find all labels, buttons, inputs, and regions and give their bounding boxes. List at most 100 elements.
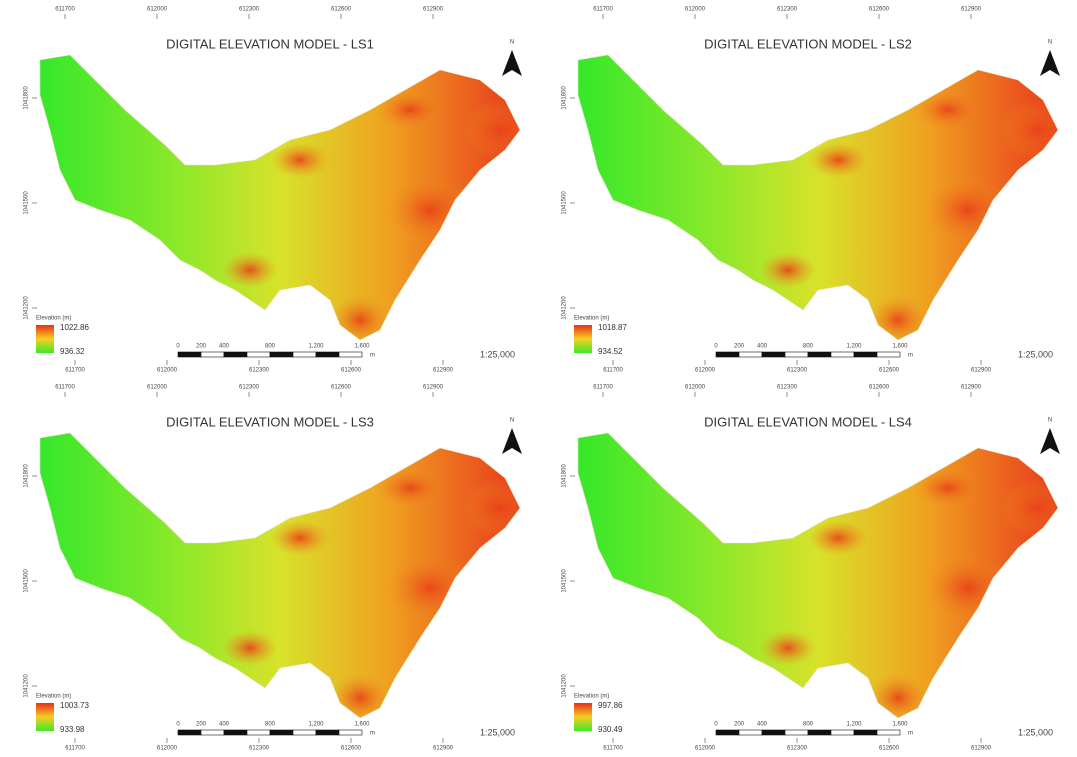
high-ground [375, 90, 445, 130]
scale-bar-label: 1,600 [354, 344, 370, 350]
scale-bar-label: 0 [714, 344, 718, 350]
high-ground [808, 142, 868, 178]
map-panel: 6117006117006120006120006123006123006126… [562, 7, 1077, 374]
scale-bar-segment [247, 352, 270, 357]
legend-min: 934.52 [598, 347, 623, 356]
scale-bar-label: 400 [757, 344, 768, 350]
scale-bar-label: 800 [803, 344, 814, 350]
map-panel: 6117006117006120006120006123006123006126… [24, 385, 540, 752]
coordinate-label: 612900 [423, 385, 444, 391]
high-ground [385, 553, 475, 623]
coordinate-label: 612900 [971, 746, 992, 752]
north-arrow [502, 428, 522, 454]
scale-bar-segment [739, 730, 762, 735]
high-ground [460, 100, 540, 160]
scale-bar-segment [316, 352, 339, 357]
north-arrow [502, 50, 522, 76]
coordinate-label: 611700 [593, 7, 613, 13]
coordinate-label: 1041500 [24, 191, 30, 215]
scale-bar-unit: m [908, 353, 913, 359]
north-label: N [510, 40, 514, 46]
scale-bar-segment [808, 730, 831, 735]
scale-bar-label: 400 [757, 722, 768, 728]
scale-bar-segment [293, 730, 316, 735]
high-ground [998, 478, 1077, 538]
scale-bar-segment [247, 730, 270, 735]
scale-bar-label: 1,200 [308, 344, 324, 350]
coordinate-label: 1041500 [562, 191, 568, 215]
coordinate-label: 1041200 [562, 296, 568, 320]
high-ground [375, 468, 445, 508]
map-panel: 6117006117006120006120006123006123006126… [24, 7, 540, 374]
scale-bar-segment [339, 730, 362, 735]
scale-bar-segment [178, 352, 201, 357]
coordinate-label: 612900 [433, 746, 454, 752]
scale-bar-segment [877, 352, 900, 357]
scale-bar-label: 1,200 [308, 722, 324, 728]
legend-swatch [36, 325, 54, 353]
legend-swatch [36, 703, 54, 731]
scale-bar-segment [201, 352, 224, 357]
coordinate-label: 1041500 [24, 569, 30, 593]
coordinate-label: 612000 [147, 385, 168, 391]
coordinate-label: 612900 [433, 368, 454, 374]
figure: 611700 611700 612000 612000 612300 612300 6126… [0, 0, 1077, 757]
high-ground [808, 520, 868, 556]
scale-bar-segment [785, 730, 808, 735]
coordinate-label: 612300 [249, 746, 270, 752]
map-scale: 1:25,000 [480, 727, 515, 737]
map-title: DIGITAL ELEVATION MODEL - LS3 [166, 414, 374, 429]
north-label: N [1048, 418, 1052, 424]
high-ground [222, 630, 278, 666]
scale-bar-label: 0 [176, 722, 180, 728]
scale-bar-label: 400 [219, 722, 230, 728]
high-ground [760, 252, 816, 288]
high-ground [385, 175, 475, 245]
coordinate-label: 612900 [971, 368, 992, 374]
scale-bar-segment [224, 352, 247, 357]
coordinate-label: 612300 [239, 7, 260, 13]
coordinate-label: 611700 [65, 746, 85, 752]
high-ground [868, 673, 928, 723]
map-title: DIGITAL ELEVATION MODEL - LS1 [166, 36, 374, 51]
high-ground [330, 673, 390, 723]
scale-bar-label: 0 [176, 344, 180, 350]
scale-bar-label: 800 [265, 722, 276, 728]
elevation-surface [568, 50, 1077, 350]
north-arrow [1040, 50, 1060, 76]
coordinate-label: 612300 [787, 368, 808, 374]
coordinate-label: 612600 [331, 7, 352, 13]
scale-bar-segment [178, 730, 201, 735]
coordinate-label: 612900 [423, 7, 444, 13]
high-ground [913, 90, 983, 130]
legend-swatch [574, 703, 592, 731]
scale-bar-segment [316, 730, 339, 735]
legend-max: 1003.73 [60, 701, 89, 710]
scale-bar-unit: m [908, 731, 913, 737]
elevation-surface [30, 50, 540, 350]
scale-bar-segment [716, 730, 739, 735]
map-scale: 1:25,000 [1018, 349, 1053, 359]
coordinate-label: 612600 [879, 746, 900, 752]
high-ground [923, 553, 1013, 623]
coordinate-label: 612600 [331, 385, 352, 391]
high-ground [270, 142, 330, 178]
coordinate-label: 612000 [685, 7, 706, 13]
map-title: DIGITAL ELEVATION MODEL - LS4 [704, 414, 912, 429]
scale-bar-segment [854, 352, 877, 357]
scale-bar-segment [270, 352, 293, 357]
scale-bar-label: 1,600 [892, 722, 908, 728]
scale-bar-segment [224, 730, 247, 735]
scale-bar-label: 0 [714, 722, 718, 728]
legend-max: 1018.87 [598, 323, 627, 332]
legend-title: Elevation (m) [574, 316, 609, 322]
coordinate-label: 612000 [157, 368, 178, 374]
scale-bar-label: 1,200 [846, 722, 862, 728]
scale-bar-label: 1,200 [846, 344, 862, 350]
coordinate-label: 1041800 [24, 464, 30, 488]
coordinate-label: 1041800 [24, 86, 30, 110]
coordinate-label: 612300 [249, 368, 270, 374]
legend-title: Elevation (m) [574, 694, 609, 700]
scale-bar-segment [808, 352, 831, 357]
scale-bar-label: 1,600 [354, 722, 370, 728]
